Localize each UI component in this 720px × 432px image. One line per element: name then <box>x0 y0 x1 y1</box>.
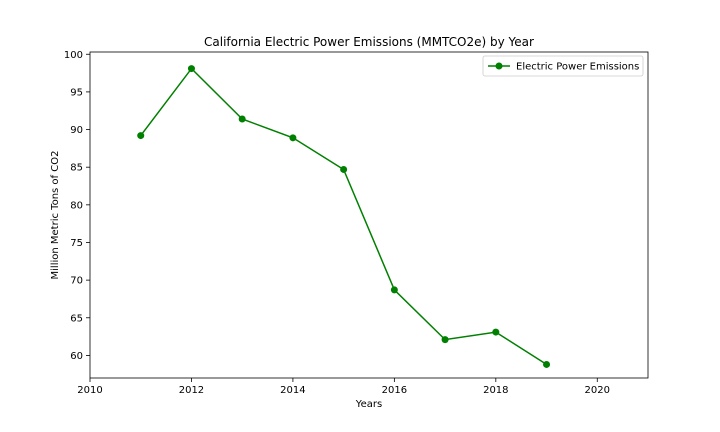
legend-box <box>482 55 644 77</box>
x-tick-label: 2014 <box>280 385 305 396</box>
x-tick-label: 2010 <box>77 385 102 396</box>
x-tick-label: 2016 <box>382 385 407 396</box>
y-tick-label: 95 <box>70 87 83 98</box>
legend-label: Electric Power Emissions <box>516 62 639 73</box>
x-tick-label: 2018 <box>483 385 508 396</box>
y-tick-label: 70 <box>70 276 83 287</box>
data-point <box>187 65 195 73</box>
series-layer <box>137 65 551 368</box>
y-axis: 60 65 70 75 80 85 90 95 100 <box>64 50 90 362</box>
x-axis: 2010 2012 2014 2016 2018 2020 <box>77 378 610 396</box>
legend: Electric Power Emissions <box>482 55 644 77</box>
data-point <box>441 336 449 344</box>
y-tick-label: 60 <box>70 351 83 362</box>
legend-marker <box>495 62 503 70</box>
plot-frame <box>89 51 649 379</box>
chart-title: California Electric Power Emissions (MMT… <box>204 35 534 49</box>
plot-area <box>90 52 648 378</box>
data-point <box>238 115 246 123</box>
data-point <box>137 132 145 140</box>
y-tick-label: 85 <box>70 163 83 174</box>
y-tick-label: 100 <box>64 50 83 61</box>
x-tick-label: 2020 <box>585 385 610 396</box>
y-tick-label: 75 <box>70 238 83 249</box>
data-point <box>390 286 398 294</box>
y-tick-label: 90 <box>70 125 83 136</box>
data-point <box>289 134 297 142</box>
data-point <box>492 328 500 336</box>
y-tick-label: 80 <box>70 200 83 211</box>
data-point <box>340 165 348 173</box>
y-axis-label: Million Metric Tons of CO2 <box>50 151 61 280</box>
x-tick-label: 2012 <box>179 385 204 396</box>
data-point <box>543 360 551 368</box>
y-tick-label: 65 <box>70 313 83 324</box>
x-axis-label: Years <box>355 399 382 410</box>
